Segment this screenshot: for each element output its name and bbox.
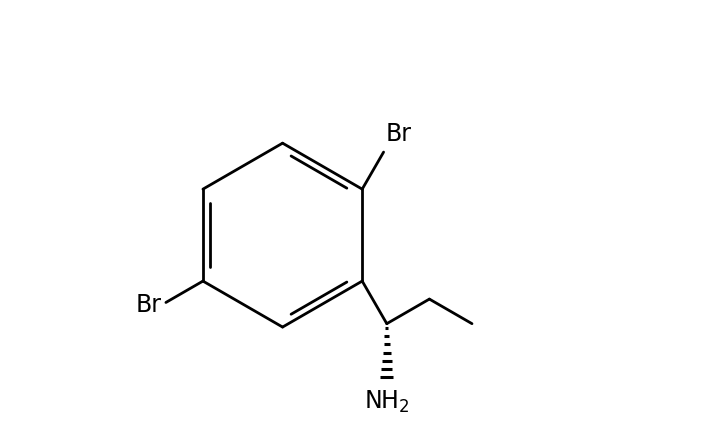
Text: NH$_2$: NH$_2$ bbox=[364, 389, 410, 416]
Text: Br: Br bbox=[385, 122, 412, 146]
Text: Br: Br bbox=[135, 293, 161, 317]
